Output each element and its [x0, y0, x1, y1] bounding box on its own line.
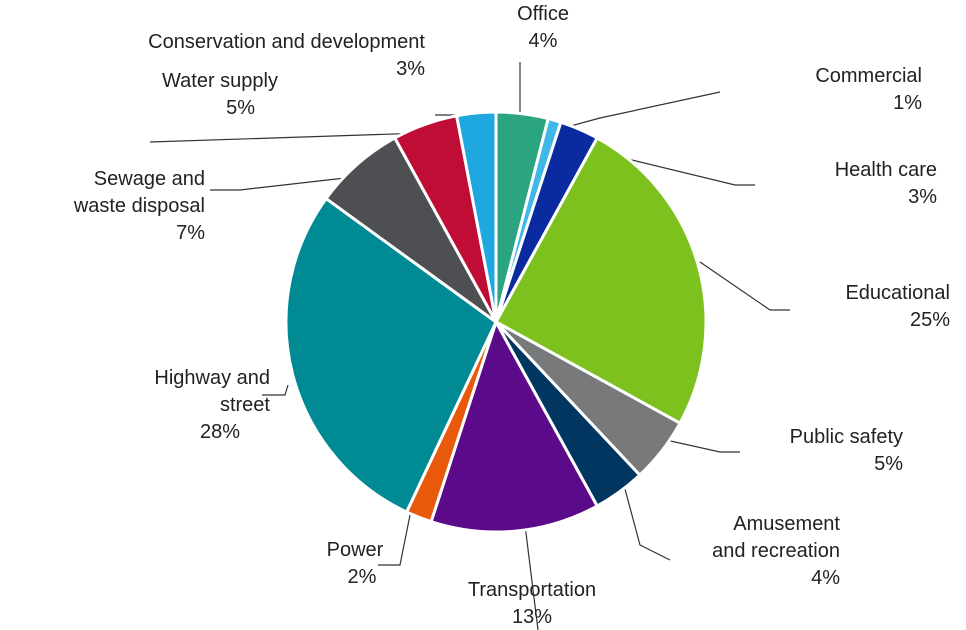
label-line: Office: [517, 3, 569, 25]
pie-slice: [454, 110, 498, 323]
label-line: Water supply: [162, 70, 278, 92]
slice-label: Sewage and waste disposal: [73, 168, 205, 217]
slice-label: Power: [327, 539, 384, 561]
label-line: waste disposal: [73, 195, 205, 217]
leader-line: [665, 439, 740, 453]
label-line: Highway and: [154, 367, 270, 389]
slice-label: Educational: [845, 282, 950, 304]
pie-slice: [284, 196, 498, 515]
slice-label: Conservation and development: [148, 31, 425, 53]
slice-label: Water supply: [162, 70, 278, 92]
leader-line: [149, 132, 426, 143]
label-line: Educational: [845, 282, 950, 304]
value-label: 4%: [811, 567, 840, 589]
leaders: [149, 62, 790, 630]
label-line: Sewage and: [94, 168, 205, 190]
pie-slice: [429, 318, 600, 534]
value-label: 3%: [396, 58, 425, 80]
label-line: Conservation and development: [148, 31, 425, 53]
value-label: 3%: [908, 186, 937, 208]
slice-label: Commercial: [815, 65, 922, 87]
label-line: street: [220, 394, 270, 416]
value-label: 5%: [874, 453, 903, 475]
leader-line: [210, 177, 346, 191]
label-line: Health care: [835, 159, 937, 181]
slice-label: Health care: [835, 159, 937, 181]
leader-line: [621, 477, 671, 561]
value-label: 13%: [512, 606, 552, 628]
leader-line: [524, 524, 539, 630]
leader-line: [378, 504, 413, 566]
slice-label: Office: [517, 3, 569, 25]
value-label: 4%: [529, 30, 558, 52]
value-label: 28%: [200, 421, 240, 443]
slice-label: Highway and street: [154, 367, 270, 416]
pie-slice: [493, 135, 708, 426]
value-label: 2%: [348, 566, 377, 588]
label-line: and recreation: [712, 540, 840, 562]
value-label: 5%: [226, 97, 255, 119]
label-line: Amusement: [733, 513, 840, 535]
slice-label: Transportation: [468, 579, 596, 601]
value-label: 7%: [176, 222, 205, 244]
pie: [284, 110, 708, 534]
leader-line: [262, 384, 289, 396]
leader-line: [699, 261, 790, 311]
slice-label: Amusement and recreation: [712, 513, 840, 562]
value-label: 25%: [910, 309, 950, 331]
label-line: Transportation: [468, 579, 596, 601]
slice-label: Public safety: [790, 426, 903, 448]
label-line: Power: [327, 539, 384, 561]
value-label: 1%: [893, 92, 922, 114]
label-line: Public safety: [790, 426, 903, 448]
label-line: Commercial: [815, 65, 922, 87]
